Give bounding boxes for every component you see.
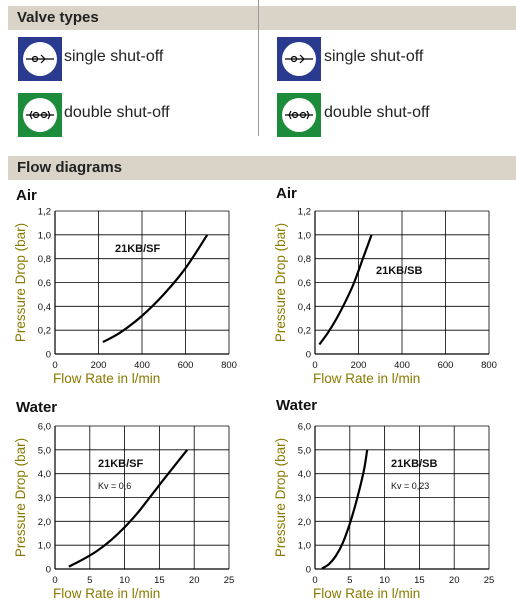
y-tick-label: 0,8	[38, 254, 51, 265]
y-axis-label: Pressure Drop (bar)	[13, 223, 28, 342]
x-tick-label: 600	[178, 360, 194, 371]
x-axis-label: Flow Rate in l/min	[53, 586, 160, 601]
valve-types-title: Valve types	[17, 9, 99, 26]
kv-annotation: Kv = 0,6	[98, 481, 131, 491]
x-tick-label: 25	[224, 575, 235, 586]
y-tick-label: 0,2	[298, 326, 311, 337]
x-axis-label: Flow Rate in l/min	[313, 586, 420, 601]
x-tick-label: 200	[351, 360, 367, 371]
x-tick-label: 200	[91, 360, 107, 371]
y-tick-label: 5,0	[38, 445, 51, 456]
series-label: 21KB/SF	[115, 243, 161, 255]
x-tick-label: 400	[394, 360, 410, 371]
x-tick-label: 0	[312, 575, 317, 586]
kv-annotation: Kv = 0,23	[391, 481, 429, 491]
y-tick-label: 1,0	[298, 541, 311, 552]
chart-title: Water	[276, 397, 317, 414]
y-tick-label: 5,0	[298, 445, 311, 456]
y-tick-label: 3,0	[298, 493, 311, 504]
y-axis-label: Pressure Drop (bar)	[273, 223, 288, 342]
y-tick-label: 1,2	[38, 207, 51, 218]
y-tick-label: 2,0	[38, 517, 51, 528]
x-axis-label: Flow Rate in l/min	[53, 371, 160, 386]
y-tick-label: 1,2	[298, 207, 311, 218]
chart-title: Air	[16, 187, 37, 204]
x-tick-label: 400	[134, 360, 150, 371]
series-line	[318, 234, 373, 346]
double-shut-off-icon	[277, 93, 321, 137]
x-tick-label: 0	[52, 360, 57, 371]
y-tick-label: 0,8	[298, 254, 311, 265]
x-tick-label: 0	[52, 575, 57, 586]
x-tick-label: 25	[484, 575, 495, 586]
double-shut-off-icon	[18, 93, 62, 137]
y-tick-label: 0	[306, 350, 311, 361]
valve-label-single: single shut-off	[64, 48, 164, 65]
valve-types-header: Valve types	[8, 6, 516, 30]
y-axis-label: Pressure Drop (bar)	[13, 438, 28, 557]
x-tick-label: 15	[154, 575, 165, 586]
y-tick-label: 1,0	[298, 230, 311, 241]
x-tick-label: 15	[414, 575, 425, 586]
x-tick-label: 10	[379, 575, 390, 586]
y-tick-label: 0	[306, 565, 311, 576]
y-tick-label: 4,0	[298, 469, 311, 480]
chart-title: Air	[276, 185, 297, 202]
y-tick-label: 1,0	[38, 230, 51, 241]
valve-label-single: single shut-off	[324, 48, 424, 65]
x-tick-label: 5	[87, 575, 92, 586]
y-tick-label: 0,6	[298, 278, 311, 289]
valve-label-double: double shut-off	[324, 104, 430, 121]
y-tick-label: 2,0	[298, 517, 311, 528]
y-tick-label: 0	[46, 565, 51, 576]
x-tick-label: 0	[312, 360, 317, 371]
x-tick-label: 20	[189, 575, 200, 586]
x-tick-label: 10	[119, 575, 130, 586]
x-tick-label: 800	[481, 360, 497, 371]
y-tick-label: 4,0	[38, 469, 51, 480]
x-axis-label: Flow Rate in l/min	[313, 371, 420, 386]
series-label: 21KB/SB	[391, 458, 438, 470]
x-tick-label: 600	[438, 360, 454, 371]
y-tick-label: 0,6	[38, 278, 51, 289]
y-tick-label: 0,4	[298, 302, 311, 313]
x-tick-label: 20	[449, 575, 460, 586]
x-tick-label: 5	[347, 575, 352, 586]
y-tick-label: 0,2	[38, 326, 51, 337]
y-axis-label: Pressure Drop (bar)	[273, 438, 288, 557]
series-line	[102, 234, 209, 344]
y-tick-label: 6,0	[38, 422, 51, 433]
column-divider	[258, 0, 259, 136]
series-label: 21KB/SB	[376, 265, 423, 277]
valve-label-double: double shut-off	[64, 104, 170, 121]
y-tick-label: 0,4	[38, 302, 51, 313]
flow-diagrams-title: Flow diagrams	[17, 159, 123, 176]
y-tick-label: 3,0	[38, 493, 51, 504]
flow-diagrams-header: Flow diagrams	[8, 156, 516, 180]
y-tick-label: 6,0	[298, 422, 311, 433]
y-tick-label: 0	[46, 350, 51, 361]
x-tick-label: 800	[221, 360, 237, 371]
single-shut-off-icon	[18, 37, 62, 81]
single-shut-off-icon	[277, 37, 321, 81]
chart-title: Water	[16, 399, 57, 416]
series-label: 21KB/SF	[98, 458, 144, 470]
y-tick-label: 1,0	[38, 541, 51, 552]
series-line	[321, 449, 369, 570]
series-line	[68, 449, 189, 568]
